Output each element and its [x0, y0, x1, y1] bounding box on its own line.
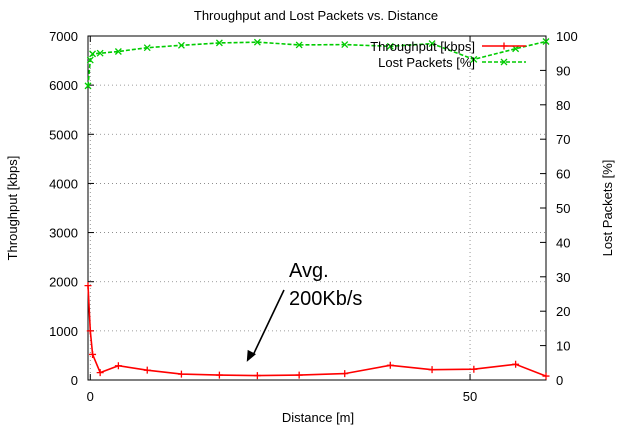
- throughput-point: [215, 371, 223, 379]
- y2-tick-label: 20: [556, 304, 570, 319]
- throughput-point: [386, 361, 394, 369]
- legend-swatch-marker: [500, 58, 508, 66]
- lost-packets-point: [253, 38, 261, 46]
- annotation-arrowhead: [246, 349, 256, 362]
- throughput-point: [253, 372, 261, 380]
- throughput-point: [341, 370, 349, 378]
- y2-axis-label: Lost Packets [%]: [600, 160, 615, 257]
- y-tick-label: 6000: [49, 78, 78, 93]
- throughput-point: [114, 362, 122, 370]
- x-tick-label: 50: [463, 389, 477, 404]
- lost-packets-point: [341, 41, 349, 49]
- series-layer: [84, 38, 550, 380]
- lost-packets-point: [295, 41, 303, 49]
- lost-packets-series: [84, 38, 550, 90]
- x-axis-label: Distance [m]: [282, 410, 354, 425]
- y-tick-label: 1000: [49, 324, 78, 339]
- lost-packets-point: [84, 82, 92, 90]
- lost-packets-point: [86, 56, 94, 64]
- throughput-point: [89, 350, 97, 358]
- y-tick-label: 4000: [49, 176, 78, 191]
- y2-tick-label: 50: [556, 201, 570, 216]
- lost-packets-point: [143, 44, 151, 52]
- y2-tick-label: 70: [556, 132, 570, 147]
- legend: Throughput [kbps]Lost Packets [%]: [370, 39, 526, 70]
- throughput-point: [428, 366, 436, 374]
- lost-packets-point: [215, 39, 223, 47]
- throughput-point: [542, 372, 550, 380]
- lost-packets-point: [96, 49, 104, 57]
- throughput-point: [470, 365, 478, 373]
- legend-swatch-marker: [500, 42, 508, 50]
- ticks: 0100020003000400050006000700001020304050…: [49, 29, 578, 404]
- annotation-text: Avg.: [289, 260, 329, 282]
- plot-frame: [87, 35, 547, 381]
- y2-tick-label: 60: [556, 167, 570, 182]
- throughput-point: [96, 369, 104, 377]
- x-tick-label: 0: [87, 389, 94, 404]
- annotation-text: 200Kb/s: [289, 288, 362, 310]
- legend-label: Throughput [kbps]: [370, 39, 475, 54]
- y2-tick-label: 100: [556, 29, 578, 44]
- lost-packets-point: [428, 40, 436, 48]
- y2-tick-label: 0: [556, 373, 563, 388]
- throughput-point: [143, 366, 151, 374]
- throughput-point: [177, 370, 185, 378]
- throughput-series: [84, 282, 550, 380]
- lost-packets-point: [386, 42, 394, 50]
- throughput-point: [512, 360, 520, 368]
- y2-tick-label: 10: [556, 339, 570, 354]
- lost-packets-line: [87, 40, 547, 86]
- annotation-arrow-line: [252, 289, 285, 357]
- annotation: Avg. 200Kb/s: [246, 260, 362, 362]
- y2-tick-label: 80: [556, 98, 570, 113]
- y-tick-label: 5000: [49, 127, 78, 142]
- y-axis-label: Throughput [kbps]: [5, 156, 20, 261]
- y2-tick-label: 30: [556, 270, 570, 285]
- lost-packets-point: [177, 41, 185, 49]
- lost-packets-point: [114, 48, 122, 55]
- legend-label: Lost Packets [%]: [378, 55, 475, 70]
- y-tick-label: 2000: [49, 275, 78, 290]
- y-tick-label: 7000: [49, 29, 78, 44]
- y2-tick-label: 90: [556, 63, 570, 78]
- throughput-point: [86, 327, 94, 335]
- y-tick-label: 3000: [49, 226, 78, 241]
- lost-packets-point: [470, 55, 478, 63]
- chart-title: Throughput and Lost Packets vs. Distance: [194, 8, 438, 23]
- throughput-line: [87, 285, 547, 377]
- throughput-point: [295, 371, 303, 379]
- y-tick-label: 0: [71, 373, 78, 388]
- throughput-point: [84, 282, 92, 290]
- lost-packets-point: [89, 50, 97, 58]
- grid: [88, 36, 546, 380]
- lost-packets-point: [542, 38, 550, 45]
- y2-tick-label: 40: [556, 235, 570, 250]
